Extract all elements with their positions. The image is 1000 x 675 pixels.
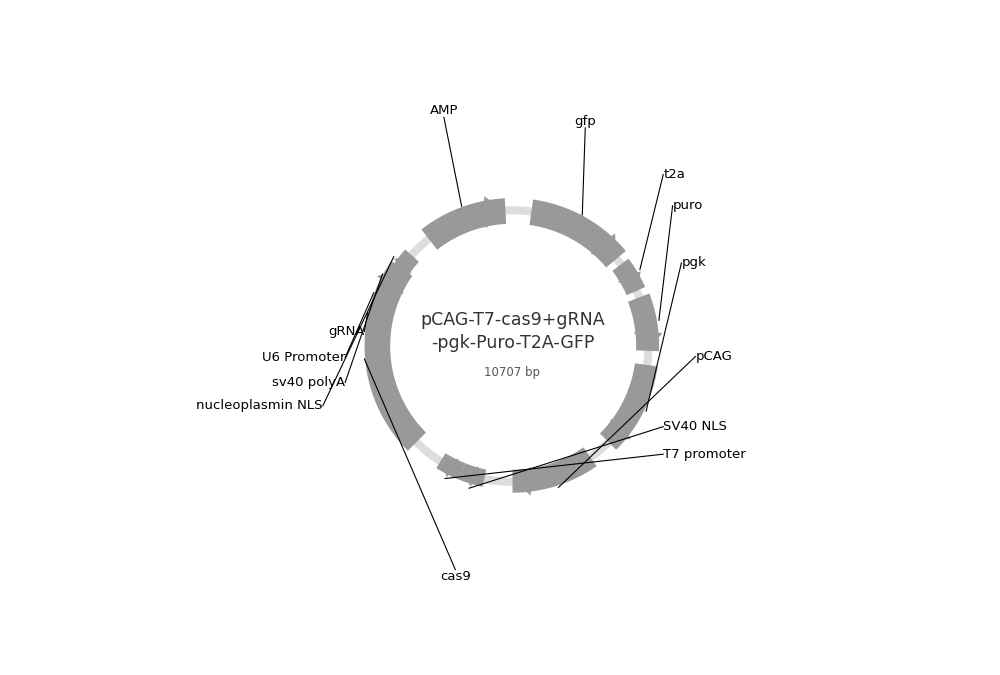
Polygon shape — [530, 200, 626, 267]
Polygon shape — [512, 448, 597, 493]
Text: -pgk-Puro-T2A-GFP: -pgk-Puro-T2A-GFP — [431, 335, 594, 352]
Polygon shape — [369, 304, 390, 322]
Polygon shape — [381, 215, 644, 477]
Polygon shape — [374, 283, 399, 311]
Polygon shape — [628, 294, 659, 351]
Text: SV40 NLS: SV40 NLS — [663, 420, 727, 433]
Polygon shape — [462, 466, 479, 487]
Polygon shape — [421, 198, 506, 250]
Polygon shape — [390, 250, 419, 279]
Polygon shape — [512, 467, 531, 495]
Text: pgk: pgk — [681, 256, 706, 269]
Text: sv40 polyA: sv40 polyA — [272, 376, 345, 389]
Text: 10707 bp: 10707 bp — [484, 366, 540, 379]
Polygon shape — [608, 418, 631, 441]
Polygon shape — [381, 265, 408, 295]
Polygon shape — [634, 332, 663, 351]
Text: pCAG-T7-cas9+gRNA: pCAG-T7-cas9+gRNA — [420, 311, 605, 329]
Polygon shape — [600, 363, 658, 450]
Polygon shape — [591, 233, 616, 259]
Text: puro: puro — [673, 199, 703, 212]
Text: U6 Promoter: U6 Promoter — [262, 351, 345, 364]
Polygon shape — [441, 459, 459, 477]
Polygon shape — [394, 256, 412, 274]
Text: gfp: gfp — [574, 115, 596, 128]
Text: cas9: cas9 — [440, 570, 471, 583]
Text: nucleoplasmin NLS: nucleoplasmin NLS — [196, 400, 323, 412]
Text: AMP: AMP — [430, 105, 458, 117]
Polygon shape — [612, 259, 645, 295]
Polygon shape — [459, 463, 486, 487]
Polygon shape — [377, 269, 403, 294]
Polygon shape — [370, 302, 393, 329]
Polygon shape — [373, 207, 652, 485]
Polygon shape — [383, 271, 402, 289]
Text: gRNA: gRNA — [328, 325, 364, 338]
Text: pCAG: pCAG — [695, 350, 732, 363]
Polygon shape — [436, 453, 465, 479]
Text: t2a: t2a — [663, 168, 685, 181]
Text: T7 promoter: T7 promoter — [663, 448, 746, 460]
Polygon shape — [374, 287, 395, 305]
Polygon shape — [365, 261, 426, 451]
Polygon shape — [618, 271, 641, 291]
Polygon shape — [484, 196, 505, 228]
